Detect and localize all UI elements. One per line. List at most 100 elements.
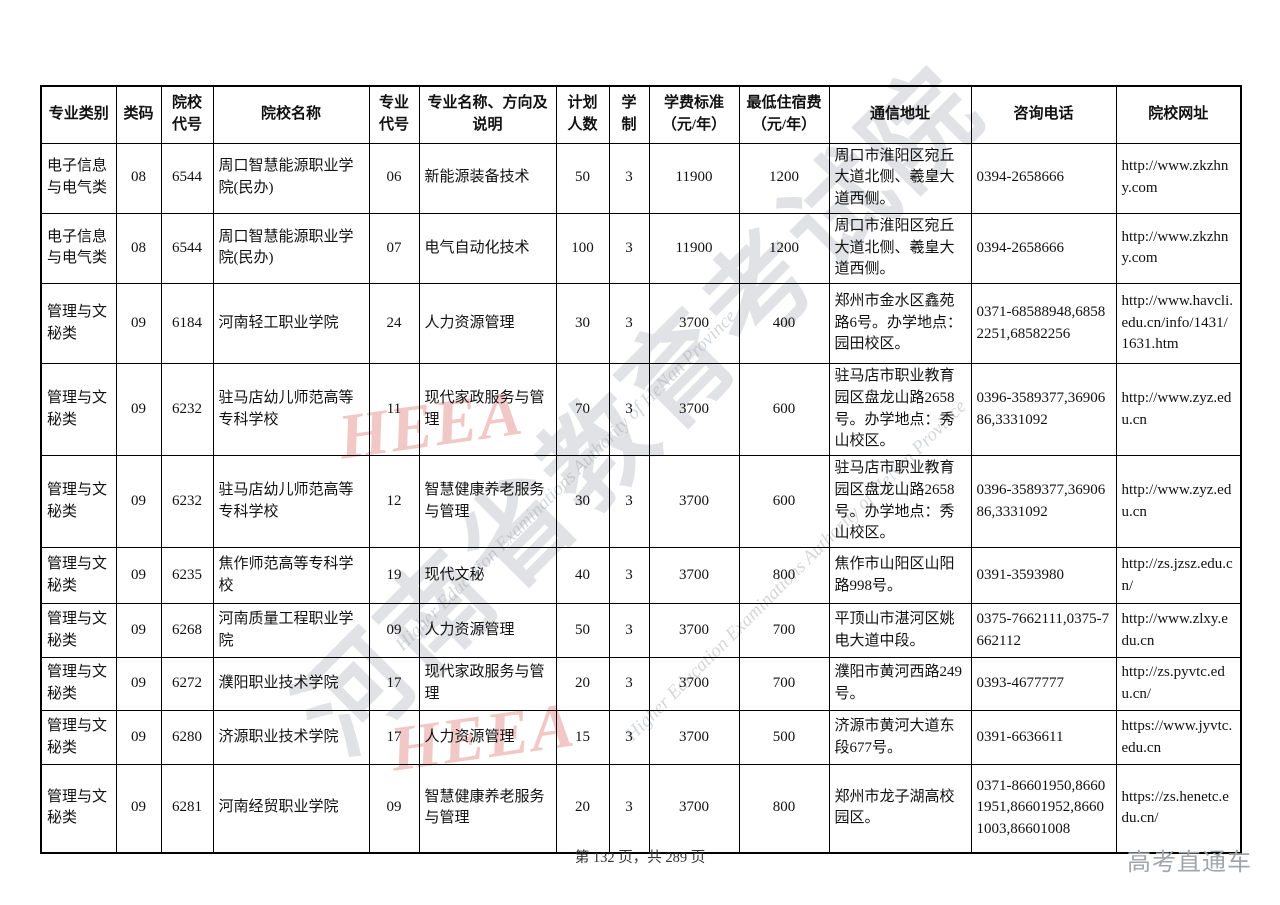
cell-tuition: 3700 [648,603,740,658]
cell-major-name: 现代家政服务与管理 [418,363,557,456]
cell-institution-name: 河南经贸职业学院 [212,764,370,853]
page-number: 第 132 页，共 289 页 [574,850,706,866]
cell-schooling-years: 3 [608,547,650,604]
admissions-table: 专业类别 类码 院校代号 院校名称 专业代号 专业名称、方向及说明 计划人数 学制 学费标准（元… [40,85,1242,854]
cell-min-accommodation-fee: 700 [738,603,830,658]
column-header-institution-name: 院校名称 [212,85,370,144]
column-header-major-category: 专业类别 [40,85,117,144]
cell-major-category: 管理与文秘类 [40,657,117,711]
cell-website: http://zs.jzsz.edu.cn/ [1115,547,1242,604]
cell-schooling-years: 3 [608,455,650,548]
cell-plan-count: 40 [555,547,610,604]
cell-major-code: 12 [368,455,420,548]
cell-tuition: 3700 [648,363,740,456]
cell-schooling-years: 3 [608,764,650,853]
cell-website: https://zs.henetc.edu.cn/ [1115,764,1242,853]
cell-mailing-address: 周口市淮阳区宛丘大道北侧、羲皇大道西侧。 [828,212,972,285]
cell-schooling-years: 3 [608,657,650,711]
table-header-row: 专业类别 类码 院校代号 院校名称 专业代号 专业名称、方向及说明 计划人数 学制 学费标准（元… [40,85,1242,144]
cell-mailing-address: 焦作市山阳区山阳路998号。 [828,547,972,604]
cell-institution-name: 济源职业技术学院 [212,710,370,765]
cell-category-code: 09 [115,547,162,604]
cell-schooling-years: 3 [608,142,650,214]
column-header-phone: 咨询电话 [970,85,1117,144]
cell-tuition: 3700 [648,657,740,711]
cell-category-code: 09 [115,764,162,853]
cell-phone: 0371-86601950,86601951,86601952,86601003… [970,764,1117,853]
cell-category-code: 09 [115,710,162,765]
cell-institution-name: 河南质量工程职业学院 [212,603,370,658]
cell-plan-count: 100 [555,212,610,285]
cell-tuition: 3700 [648,710,740,765]
cell-phone: 0391-6636611 [970,710,1117,765]
cell-mailing-address: 郑州市龙子湖高校园区。 [828,764,972,853]
cell-phone: 0391-3593980 [970,547,1117,604]
cell-category-code: 09 [115,603,162,658]
cell-major-name: 电气自动化技术 [418,212,557,285]
cell-category-code: 09 [115,363,162,456]
cell-major-name: 现代家政服务与管理 [418,657,557,711]
cell-min-accommodation-fee: 500 [738,710,830,765]
cell-mailing-address: 驻马店市职业教育园区盘龙山路2658号。办学地点：秀山校区。 [828,363,972,456]
cell-min-accommodation-fee: 800 [738,764,830,853]
cell-major-category: 管理与文秘类 [40,363,117,456]
cell-website: http://www.zyz.edu.cn [1115,455,1242,548]
cell-min-accommodation-fee: 400 [738,283,830,364]
column-header-tuition: 学费标准（元/年） [648,85,740,144]
table-row: 管理与文秘类 09 6232 驻马店幼儿师范高等专科学校 11 现代家政服务与管理 70 3 3… [40,363,1242,456]
cell-plan-count: 70 [555,363,610,456]
table-row: 管理与文秘类 09 6235 焦作师范高等专科学校 19 现代文秘 40 3 3700 800 焦作… [40,547,1242,604]
table-row: 管理与文秘类 09 6281 河南经贸职业学院 09 智慧健康养老服务与管理 20 3 3700… [40,764,1242,853]
cell-phone: 0396-3589377,3690686,3331092 [970,455,1117,548]
cell-major-code: 06 [368,142,420,214]
cell-institution-name: 濮阳职业技术学院 [212,657,370,711]
cell-website: http://www.zkzhny.com [1115,142,1242,214]
cell-institution-name: 焦作师范高等专科学校 [212,547,370,604]
cell-category-code: 09 [115,657,162,711]
cell-website: http://www.zkzhny.com [1115,212,1242,285]
cell-tuition: 3700 [648,283,740,364]
cell-tuition: 11900 [648,142,740,214]
cell-category-code: 08 [115,142,162,214]
column-header-schooling-years: 学制 [608,85,650,144]
table-row: 管理与文秘类 09 6184 河南轻工职业学院 24 人力资源管理 30 3 3700 400 郑州… [40,283,1242,364]
cell-major-code: 19 [368,547,420,604]
cell-institution-code: 6544 [160,142,214,214]
cell-min-accommodation-fee: 1200 [738,142,830,214]
cell-phone: 0394-2658666 [970,212,1117,285]
cell-major-name: 智慧健康养老服务与管理 [418,764,557,853]
cell-plan-count: 20 [555,657,610,711]
cell-mailing-address: 郑州市金水区鑫苑路6号。办学地点：园田校区。 [828,283,972,364]
cell-tuition: 3700 [648,547,740,604]
cell-min-accommodation-fee: 600 [738,455,830,548]
column-header-website: 院校网址 [1115,85,1242,144]
cell-institution-name: 周口智慧能源职业学院(民办) [212,142,370,214]
cell-phone: 0396-3589377,3690686,3331092 [970,363,1117,456]
cell-plan-count: 30 [555,455,610,548]
cell-tuition: 3700 [648,764,740,853]
column-header-plan-count: 计划人数 [555,85,610,144]
cell-mailing-address: 济源市黄河大道东段677号。 [828,710,972,765]
cell-major-code: 09 [368,764,420,853]
cell-institution-code: 6235 [160,547,214,604]
cell-mailing-address: 濮阳市黄河西路249号。 [828,657,972,711]
cell-major-category: 管理与文秘类 [40,710,117,765]
column-header-category-code: 类码 [115,85,162,144]
cell-website: http://www.zyz.edu.cn [1115,363,1242,456]
cell-major-name: 现代文秘 [418,547,557,604]
cell-major-category: 电子信息与电气类 [40,142,117,214]
table-row: 电子信息与电气类 08 6544 周口智慧能源职业学院(民办) 07 电气自动化技术 100… [40,212,1242,285]
cell-major-code: 07 [368,212,420,285]
cell-website: https://www.jyvtc.edu.cn [1115,710,1242,765]
cell-institution-code: 6268 [160,603,214,658]
cell-schooling-years: 3 [608,212,650,285]
cell-tuition: 3700 [648,455,740,548]
cell-category-code: 09 [115,283,162,364]
cell-phone: 0375-7662111,0375-7662112 [970,603,1117,658]
cell-institution-code: 6544 [160,212,214,285]
cell-website: http://zs.pyvtc.edu.cn/ [1115,657,1242,711]
column-header-institution-code: 院校代号 [160,85,214,144]
cell-major-code: 11 [368,363,420,456]
cell-major-name: 人力资源管理 [418,603,557,658]
